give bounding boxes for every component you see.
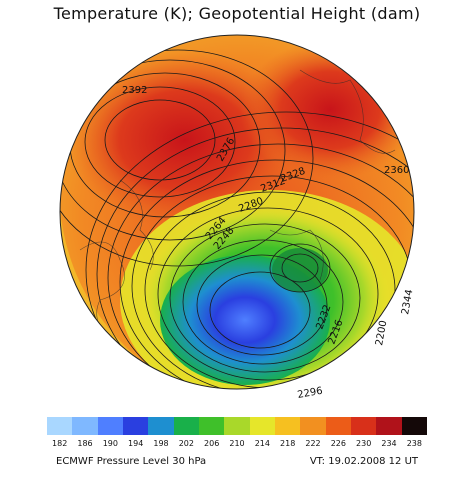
colorbar-tick-label: 198 — [153, 439, 169, 448]
colorbar-tick-label: 186 — [77, 439, 93, 448]
colorbar-tick-label: 214 — [254, 439, 270, 448]
colorbar-tick-label: 194 — [128, 439, 144, 448]
contour-label-2296: 2296 — [297, 386, 324, 401]
colorbar-tick-label: 182 — [52, 439, 68, 448]
colorbar-tick-label: 238 — [406, 439, 422, 448]
contour-label-2200: 2200 — [374, 320, 389, 347]
contour-label-2344: 2344 — [400, 289, 415, 316]
colorbar-ticks: 182 186 190 194 198 202 206 210 214 218 222 226 230 2… — [47, 439, 427, 451]
map-title: Temperature (K); Geopotential Height (da… — [53, 4, 421, 23]
footer-source: ECMWF Pressure Level 30 hPa — [56, 456, 207, 467]
colorbar-tick-label: 218 — [280, 439, 296, 448]
footer-valid-time: VT: 19.02.2008 12 UT — [309, 456, 418, 467]
colorbar-tick-label: 222 — [305, 439, 321, 448]
colorbar-swatch — [148, 417, 174, 435]
contour-label-2360: 2360 — [384, 165, 409, 176]
colorbar-swatch — [401, 417, 427, 435]
colorbar-swatch — [47, 417, 73, 435]
coastlines — [79, 69, 396, 341]
contour-label-2392: 2392 — [122, 85, 147, 96]
colorbar-swatch — [72, 417, 98, 435]
colorbar-swatch — [376, 417, 402, 435]
colorbar-tick-label: 206 — [204, 439, 220, 448]
colorbar-swatch — [97, 417, 123, 435]
colorbar — [47, 417, 427, 435]
colorbar-tick-label: 202 — [178, 439, 194, 448]
colorbar-swatch — [198, 417, 225, 435]
temperature-field — [60, 35, 414, 389]
colorbar-swatch — [224, 417, 250, 435]
colorbar-tick-label: 190 — [102, 439, 118, 448]
colorbar-swatch — [173, 417, 199, 435]
colorbar-swatch — [300, 417, 326, 435]
colorbar-tick-label: 226 — [330, 439, 346, 448]
colorbar-swatch — [325, 417, 351, 435]
colorbar-swatch — [274, 417, 301, 435]
colorbar-tick-label: 234 — [381, 439, 397, 448]
colorbar-swatch — [122, 417, 149, 435]
colorbar-swatch — [350, 417, 377, 435]
colorbar-tick-label: 210 — [229, 439, 245, 448]
colorbar-tick-label: 230 — [356, 439, 372, 448]
colorbar-swatch — [249, 417, 275, 435]
